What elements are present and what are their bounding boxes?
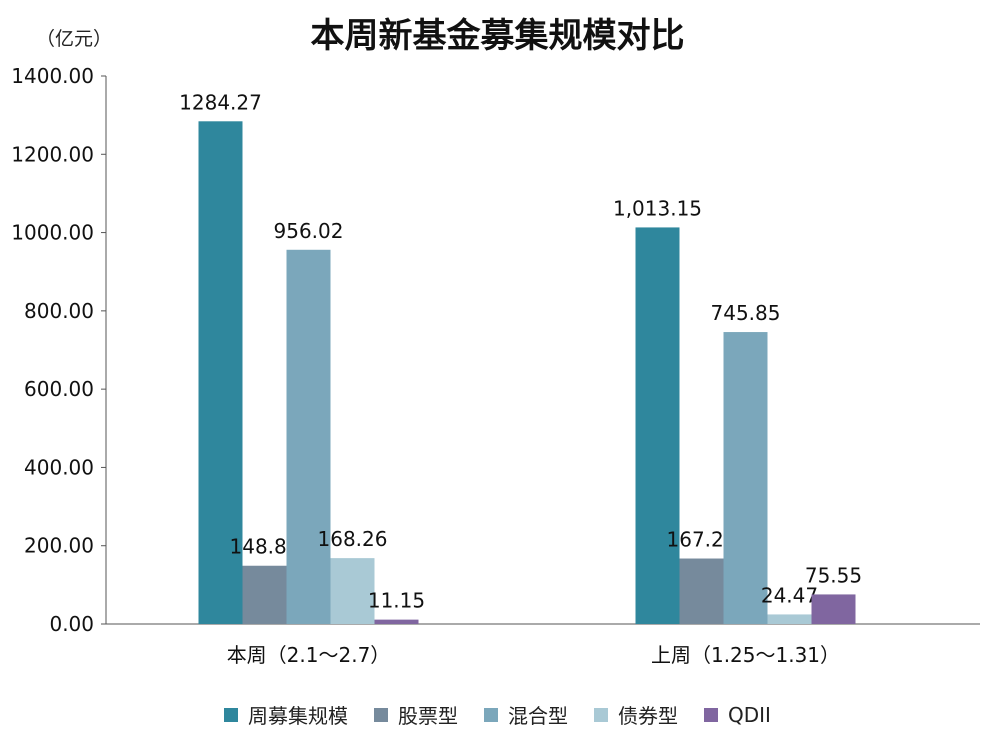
legend-item: 周募集规模	[224, 700, 348, 729]
bar	[635, 227, 680, 625]
data-label: 75.55	[805, 563, 862, 587]
y-tick-label: 1000.00	[11, 221, 94, 245]
legend-swatch	[224, 707, 239, 722]
legend-swatch	[594, 707, 609, 722]
legend-label: QDII	[728, 702, 771, 727]
legend-item: 债券型	[594, 700, 678, 729]
legend-swatch	[374, 707, 389, 722]
data-label: 24.47	[761, 583, 818, 607]
data-label: 1,013.15	[613, 196, 702, 220]
y-axis-unit-label: （亿元）	[36, 28, 113, 50]
chart-title: 本周新基金募集规模对比	[310, 16, 685, 56]
y-tick-label: 1200.00	[11, 142, 94, 166]
bar	[286, 249, 331, 625]
x-category-label: 本周（2.1～2.7）	[227, 643, 391, 667]
x-category-label: 上周（1.25～1.31）	[651, 643, 840, 667]
bar	[679, 558, 724, 624]
legend-swatch	[484, 707, 499, 722]
data-label: 956.02	[274, 219, 344, 243]
y-tick-label: 800.00	[24, 299, 94, 323]
y-tick-label: 600.00	[24, 377, 94, 401]
y-tick-label: 1400.00	[11, 64, 94, 88]
bar-chart: 0.00 200.00 400.00 600.00 800.00 1000.00 1200.…	[11, 64, 980, 667]
y-tick-label: 400.00	[24, 455, 94, 479]
legend-item: 股票型	[374, 700, 458, 729]
data-label: 745.85	[711, 301, 781, 325]
bar	[242, 565, 287, 624]
data-label: 168.26	[318, 527, 388, 551]
data-label: 1284.27	[179, 90, 262, 114]
bar	[330, 558, 375, 624]
y-tick-label: 0.00	[49, 612, 94, 636]
bar	[811, 594, 856, 624]
legend-swatch	[704, 707, 719, 722]
legend-label: 周募集规模	[248, 704, 349, 728]
data-label: 11.15	[368, 589, 425, 613]
legend-label: 债券型	[618, 704, 679, 728]
legend-label: 混合型	[508, 704, 569, 728]
bar	[374, 619, 419, 624]
y-tick-label: 200.00	[24, 534, 94, 558]
legend-item: 混合型	[484, 700, 568, 729]
legend-label: 股票型	[398, 704, 459, 728]
bar	[198, 121, 243, 625]
bar	[767, 614, 812, 624]
legend-item: QDII	[704, 700, 771, 729]
bar	[723, 332, 768, 624]
chart-legend: 周募集规模 股票型 混合型 债券型 QDII	[0, 700, 995, 729]
